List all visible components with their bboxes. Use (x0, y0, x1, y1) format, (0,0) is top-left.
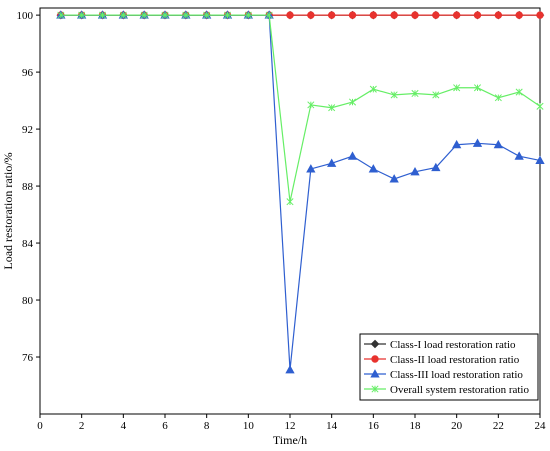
data-point (536, 11, 544, 19)
x-tick-label: 18 (410, 420, 422, 432)
data-point (307, 101, 315, 109)
legend-item: Class-II load restoration ratio (364, 354, 520, 366)
data-point (98, 11, 107, 19)
data-point (493, 139, 503, 149)
x-tick-label: 14 (326, 420, 338, 432)
data-point (473, 84, 482, 92)
data-point (244, 11, 252, 19)
x-tick-label: 8 (204, 420, 210, 432)
y-tick-label: 84 (22, 238, 34, 250)
legend-item: Class-III load restoration ratio (364, 369, 523, 381)
data-point (535, 155, 545, 164)
x-tick-label: 22 (493, 420, 504, 432)
data-point (182, 11, 190, 19)
legend-marker (370, 339, 380, 349)
data-point (369, 11, 378, 19)
series-line (60, 14, 541, 370)
series-layer (56, 10, 545, 374)
series-3 (56, 10, 545, 374)
data-point (515, 11, 523, 19)
data-point (494, 11, 503, 19)
data-point (410, 166, 420, 176)
series-4 (57, 11, 544, 206)
data-point (203, 11, 211, 19)
data-point (348, 98, 357, 106)
legend-label: Class-II load restoration ratio (390, 354, 520, 366)
data-point (472, 138, 483, 147)
data-point (285, 365, 295, 374)
data-point (327, 11, 336, 19)
data-point (411, 11, 419, 19)
data-point (306, 164, 316, 173)
x-tick-label: 16 (368, 420, 380, 432)
y-tick-label: 88 (22, 181, 34, 193)
data-point (286, 11, 294, 19)
data-point (453, 84, 461, 92)
legend-marker (371, 355, 379, 363)
legend-label: Class-III load restoration ratio (390, 369, 523, 381)
data-point (223, 11, 232, 19)
y-tick-label: 76 (22, 352, 34, 364)
data-point (369, 85, 377, 93)
data-point (452, 11, 461, 19)
legend-box (359, 333, 539, 401)
data-point (327, 158, 337, 167)
data-point (307, 11, 315, 19)
data-point (432, 11, 440, 19)
x-tick-label: 0 (37, 420, 43, 432)
x-tick-label: 6 (162, 420, 168, 432)
data-point (119, 11, 127, 19)
x-tick-label: 10 (243, 420, 255, 432)
y-tick-label: 100 (17, 10, 34, 22)
data-point (78, 11, 86, 19)
data-point (347, 151, 358, 160)
data-point (514, 151, 524, 160)
data-point (452, 139, 462, 149)
data-point (286, 198, 294, 206)
data-point (494, 94, 502, 102)
legend-marker (371, 385, 379, 393)
legend-item: Overall system restoration ratio (364, 384, 529, 396)
series-line (60, 14, 541, 202)
x-tick-label: 4 (121, 420, 127, 432)
data-point (328, 104, 336, 112)
legend: Class-I load restoration ratio Class-II l… (359, 333, 539, 401)
data-point (348, 11, 357, 19)
legend-label: Overall system restoration ratio (390, 384, 529, 396)
data-point (473, 11, 482, 19)
x-axis-title: Time/h (273, 433, 307, 447)
legend-label: Class-I load restoration ratio (390, 339, 516, 351)
data-point (140, 11, 148, 19)
legend-marker (370, 369, 380, 378)
y-tick-label: 96 (22, 67, 34, 79)
data-point (411, 89, 419, 98)
data-point (431, 162, 441, 172)
data-point (389, 174, 399, 183)
data-point (390, 91, 398, 99)
x-tick-label: 24 (535, 420, 547, 432)
data-point (432, 91, 440, 99)
data-point (57, 11, 65, 19)
data-point (368, 164, 378, 173)
data-point (265, 11, 273, 19)
x-tick-label: 2 (79, 420, 85, 432)
data-point (390, 11, 398, 19)
data-point (515, 88, 523, 96)
y-tick-label: 92 (22, 124, 33, 136)
y-tick-label: 80 (22, 295, 34, 307)
x-tick-label: 12 (285, 420, 296, 432)
y-axis-title: Load restoration ratio/% (1, 152, 15, 269)
x-tick-label: 20 (451, 420, 463, 432)
legend-item: Class-I load restoration ratio (364, 339, 516, 351)
data-point (161, 11, 169, 19)
data-point (536, 102, 544, 110)
